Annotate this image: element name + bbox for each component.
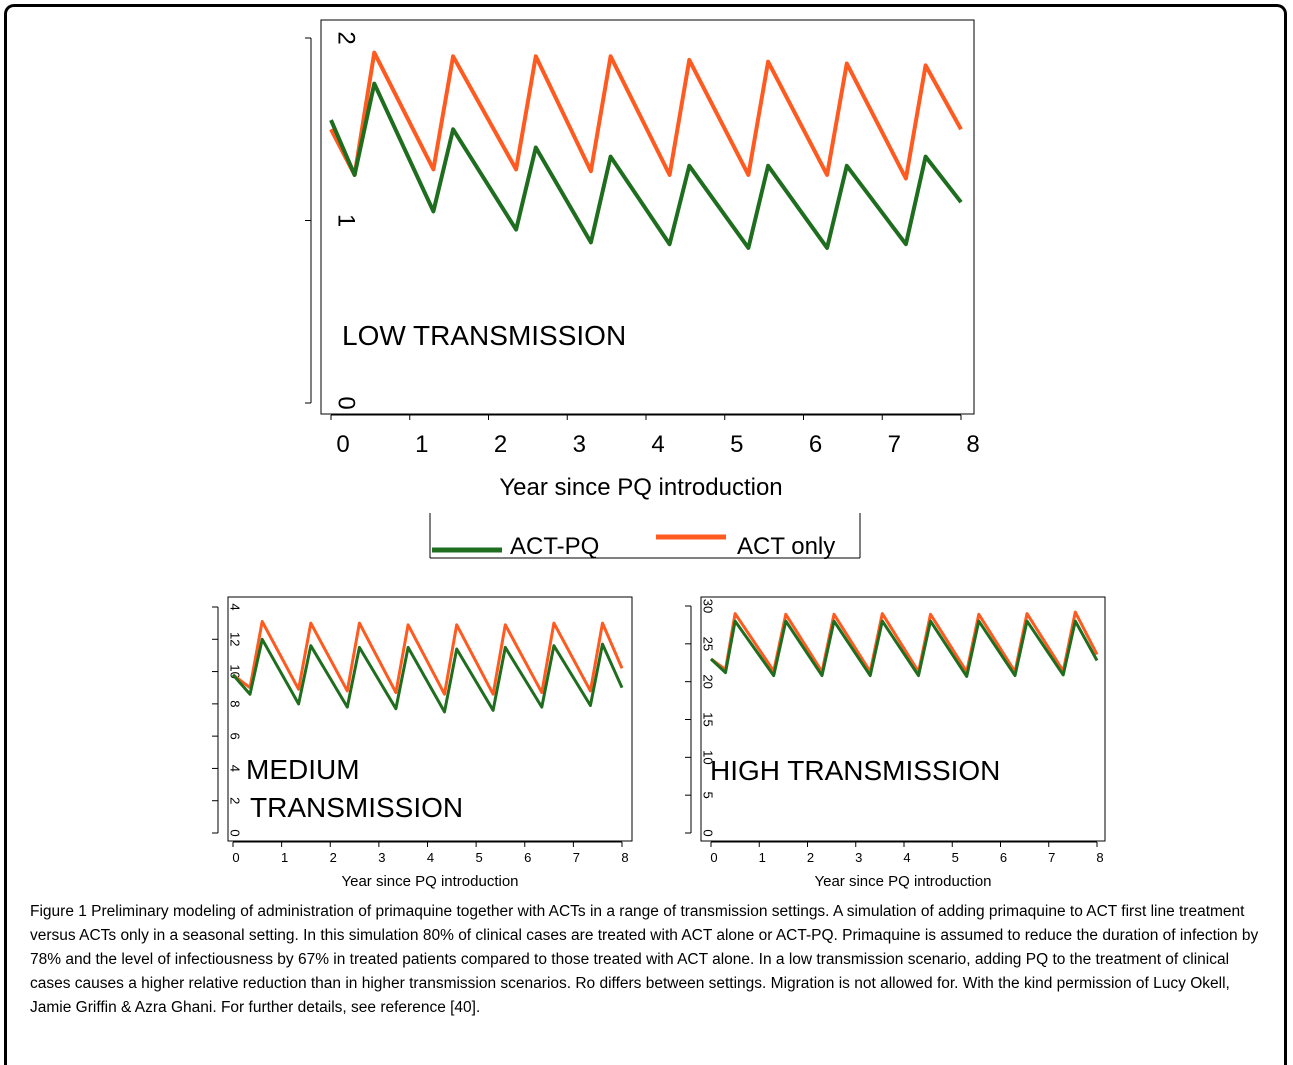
series-lines bbox=[709, 610, 1099, 678]
series-line-act-only bbox=[232, 620, 624, 696]
panel-annotation: LOW TRANSMISSION bbox=[342, 320, 626, 351]
chart-low-transmission: 0 1 2 0 1 2 3 4 5 6 7 8 LOW TRANSMISSION Year sinc… bbox=[305, 19, 980, 501]
y-tick-label: 1 bbox=[333, 214, 360, 227]
x-axis-label: Year since PQ introduction bbox=[499, 474, 782, 501]
x-tick-label: 8 bbox=[966, 431, 979, 458]
x-tick-label: 6 bbox=[809, 431, 822, 458]
y-tick-label: 10 bbox=[701, 750, 716, 764]
x-tick-label: 2 bbox=[330, 850, 337, 865]
panel-annotation: HIGH TRANSMISSION bbox=[710, 755, 1000, 786]
plot-area bbox=[320, 19, 975, 415]
y-tick-label: 8 bbox=[228, 700, 243, 707]
y-tick-label: 4 bbox=[228, 603, 243, 610]
y-tick-label: 0 bbox=[228, 829, 243, 836]
y-tick-label: 0 bbox=[333, 396, 360, 409]
panel-annotation-line-1: MEDIUM bbox=[246, 754, 360, 785]
x-tick-label: 1 bbox=[415, 431, 428, 458]
x-tick-label: 8 bbox=[621, 850, 628, 865]
x-tick-label: 4 bbox=[903, 850, 910, 865]
x-axis: 0 1 2 3 4 5 6 7 8 bbox=[232, 841, 629, 865]
series-line-act-pq bbox=[329, 81, 963, 250]
x-axis: 0 1 2 3 4 5 6 7 8 bbox=[330, 414, 980, 458]
y-tick-label: 5 bbox=[701, 792, 716, 799]
x-tick-label: 2 bbox=[807, 850, 814, 865]
y-tick-label: 25 bbox=[701, 637, 716, 651]
series-line-act-only bbox=[329, 50, 963, 181]
y-tick-label: 15 bbox=[701, 712, 716, 726]
y-tick-label: 2 bbox=[228, 797, 243, 804]
x-tick-label: 3 bbox=[378, 850, 385, 865]
y-tick-label: 2 bbox=[333, 31, 360, 44]
y-tick-label: 12 bbox=[228, 632, 243, 646]
x-tick-label: 6 bbox=[524, 850, 531, 865]
x-tick-label: 4 bbox=[427, 850, 434, 865]
plot-area bbox=[700, 596, 1106, 842]
x-tick-label: 5 bbox=[730, 431, 743, 458]
x-tick-label: 8 bbox=[1096, 850, 1103, 865]
y-tick-label: 20 bbox=[701, 674, 716, 688]
x-tick-label: 7 bbox=[888, 431, 901, 458]
y-tick-label: 4 bbox=[228, 765, 243, 772]
x-tick-label: 5 bbox=[952, 850, 959, 865]
x-axis-label: Year since PQ introduction bbox=[814, 873, 991, 890]
x-tick-label: 6 bbox=[1000, 850, 1007, 865]
y-tick-label: 0 bbox=[701, 829, 716, 836]
x-tick-label: 7 bbox=[1048, 850, 1055, 865]
legend: ACT-PQ ACT only bbox=[429, 513, 861, 560]
x-tick-label: 0 bbox=[232, 850, 239, 865]
legend-label-act-only: ACT only bbox=[737, 533, 835, 560]
x-tick-label: 3 bbox=[573, 431, 586, 458]
figure-frame bbox=[4, 4, 1287, 1065]
x-axis: 0 1 2 3 4 5 6 7 8 bbox=[710, 841, 1104, 865]
y-axis: 0 2 4 6 8 10 12 4 bbox=[212, 603, 243, 837]
series-lines bbox=[231, 620, 624, 714]
x-tick-label: 5 bbox=[476, 850, 483, 865]
x-tick-label: 0 bbox=[710, 850, 717, 865]
x-tick-label: 1 bbox=[281, 850, 288, 865]
chart-high-transmission: 0 5 10 15 20 25 30 0 1 2 3 4 5 6 7 8 HIGH TRANSMISSION… bbox=[685, 596, 1106, 890]
legend-label-act-pq: ACT-PQ bbox=[510, 533, 599, 560]
x-tick-label: 7 bbox=[573, 850, 580, 865]
y-axis: 0 1 2 bbox=[305, 31, 360, 410]
x-tick-label: 2 bbox=[494, 431, 507, 458]
x-tick-label: 3 bbox=[855, 850, 862, 865]
figure-caption: Figure 1 Preliminary modeling of adminis… bbox=[30, 903, 1259, 1016]
series-line-act-pq bbox=[709, 619, 1099, 678]
x-tick-label: 4 bbox=[651, 431, 664, 458]
series-line-act-only bbox=[710, 610, 1099, 674]
y-tick-label: 10 bbox=[228, 664, 243, 678]
plot-area bbox=[227, 596, 633, 842]
y-tick-label: 6 bbox=[228, 733, 243, 740]
x-tick-label: 0 bbox=[336, 431, 349, 458]
x-axis-label: Year since PQ introduction bbox=[341, 873, 518, 890]
x-tick-label: 1 bbox=[759, 850, 766, 865]
series-lines bbox=[329, 50, 963, 250]
panel-annotation-line-2: TRANSMISSION bbox=[250, 792, 463, 823]
y-axis: 0 5 10 15 20 25 30 bbox=[685, 599, 716, 837]
y-tick-label: 30 bbox=[701, 599, 716, 613]
series-line-act-pq bbox=[231, 637, 624, 714]
